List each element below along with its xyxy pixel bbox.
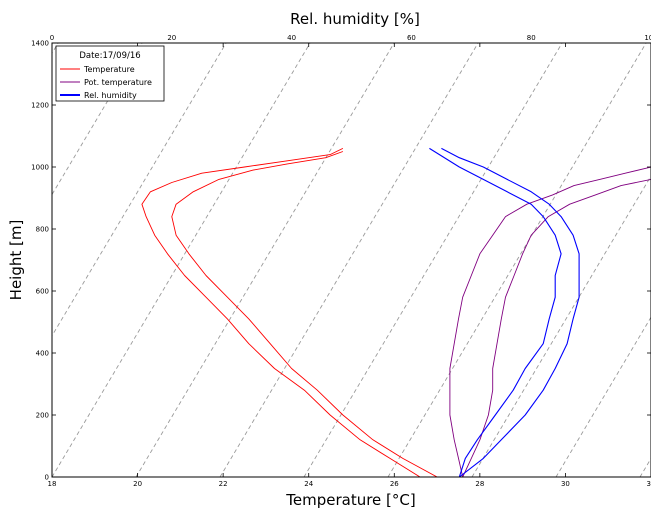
series-line-pot-temperature-1 (450, 167, 651, 477)
adiabat-line (304, 23, 574, 477)
x-tick-label: 26 (390, 480, 399, 488)
y-tick-label: 800 (36, 226, 49, 234)
series-line-rel-humidity-2 (441, 148, 579, 477)
x2-tick-label: 40 (287, 34, 296, 42)
legend: Date:17/09/16 Temperature Pot. temperatu… (56, 46, 164, 101)
legend-entry-pot-temperature: Pot. temperature (84, 78, 152, 87)
y-tick-label: 0 (45, 474, 49, 482)
x2-tick-label: 100 (644, 34, 651, 42)
plot-area-frame (52, 43, 651, 477)
x-tick-label: 22 (219, 480, 228, 488)
x-tick-label: 32 (647, 480, 651, 488)
x-tick-label: 30 (561, 480, 570, 488)
x2-tick-label: 20 (167, 34, 176, 42)
x2-axis-ticks: 0 20 40 60 80 100 (50, 34, 651, 42)
x2-tick-label: 60 (407, 34, 416, 42)
series-line-temperature-1 (142, 148, 420, 477)
x2-tick-label: 0 (50, 34, 54, 42)
y-tick-label: 400 (36, 350, 49, 358)
x-axis-ticks: 1820222426283032 (48, 43, 651, 488)
x-axis-title: Temperature [°C] (285, 491, 415, 509)
legend-entry-rel-humidity: Rel. humidity (84, 91, 137, 100)
y-tick-label: 1200 (31, 102, 49, 110)
x-tick-label: 24 (304, 480, 313, 488)
series-line-temperature-2 (172, 152, 437, 478)
adiabat-line (136, 23, 406, 477)
legend-entry-temperature: Temperature (83, 65, 135, 74)
y-axis-title: Height [m] (7, 220, 25, 301)
y-tick-label: 600 (36, 288, 49, 296)
x-tick-label: 28 (475, 480, 484, 488)
y-tick-label: 1000 (31, 164, 49, 172)
x2-tick-label: 80 (527, 34, 536, 42)
legend-title: Date:17/09/16 (79, 51, 140, 61)
series-line-rel-humidity-1 (429, 148, 561, 477)
y-tick-label: 1400 (31, 40, 49, 48)
adiabat-line (556, 23, 651, 477)
adiabat-line (640, 23, 651, 477)
y-tick-label: 200 (36, 412, 49, 420)
x-tick-label: 20 (133, 480, 142, 488)
adiabat-line (472, 23, 651, 477)
adiabat-line (388, 23, 651, 477)
x2-axis-title: Rel. humidity [%] (290, 10, 420, 28)
